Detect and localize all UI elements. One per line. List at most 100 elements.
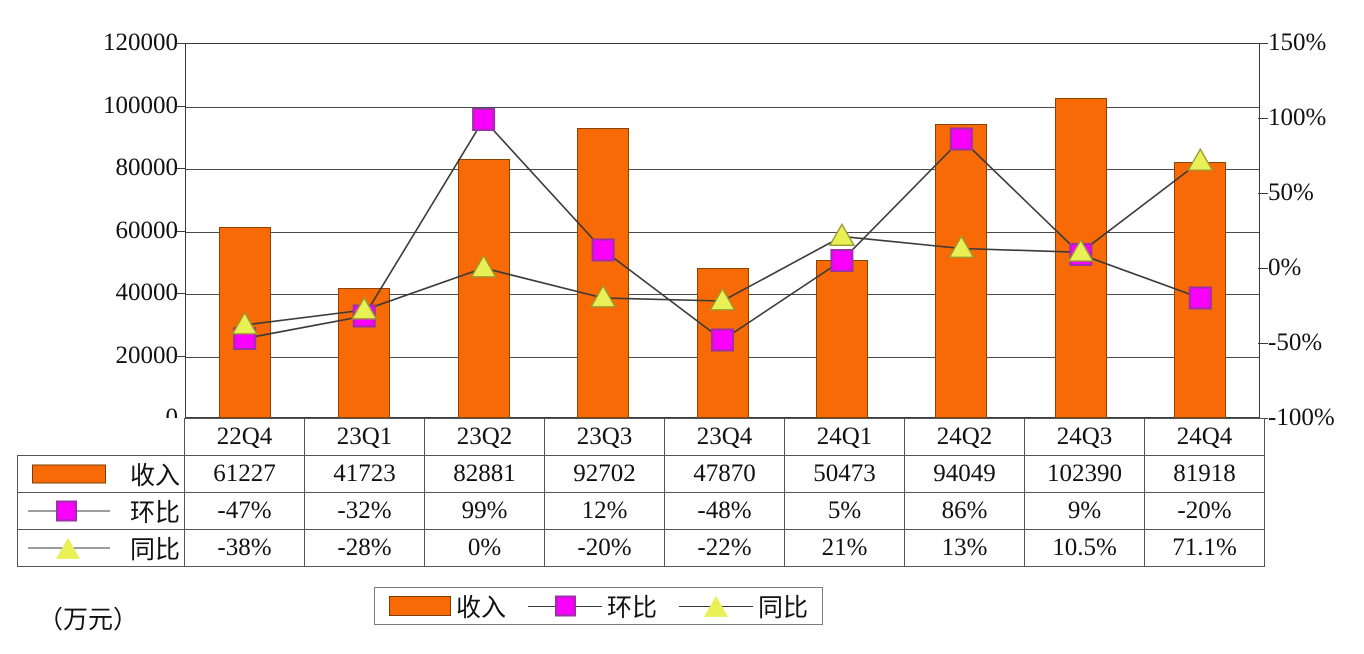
table-cell: -38% (184, 529, 305, 567)
y-axis-right-tick (1258, 343, 1268, 344)
chart-legend: 收入 环比 同比 (374, 587, 824, 625)
y-axis-left-tick-label: 60000 (115, 216, 179, 244)
line-triangle-marker-icon (679, 595, 754, 617)
table-header-cell: 24Q3 (1024, 418, 1145, 456)
legend-item-yoy: 同比 (679, 588, 808, 624)
chart-plot-area: 120000100000800006000040000200000 150%10… (0, 0, 1364, 440)
table-cell: -48% (664, 492, 785, 530)
y-axis-right-tick-label: 0% (1268, 254, 1302, 281)
table-row-label: 环比 (17, 492, 185, 530)
y-axis-right: 150% 100% 50% 0% -50% -100% (1268, 0, 1364, 440)
bar-revenue (815, 260, 868, 418)
lines-layer (231, 108, 1214, 352)
table-cell: 81918 (1144, 455, 1265, 493)
table-cell: 21% (784, 529, 905, 567)
gridline (186, 106, 1259, 108)
y-axis-left: 120000100000800006000040000200000 (0, 0, 178, 440)
table-cell: 5% (784, 492, 905, 530)
y-axis-left-tick (177, 43, 186, 44)
y-axis-right-tick-label: 150% (1268, 29, 1327, 56)
table-cell: -28% (304, 529, 425, 567)
square-marker-qoq (711, 328, 734, 352)
square-marker-qoq (949, 127, 973, 151)
triangle-marker-yoy (1187, 147, 1214, 171)
square-marker-qoq (591, 238, 615, 262)
y-axis-right-tick (1258, 43, 1268, 44)
table-row: 环比 -47% -32% 99% 12% -48% 5% 86% 9% -20% (17, 492, 1265, 530)
legend-label-revenue: 收入 (456, 595, 507, 622)
table-cell: 50473 (784, 455, 905, 493)
table-cell: -32% (304, 492, 425, 530)
table-cell: 0% (424, 529, 545, 567)
bar-swatch-icon (389, 596, 451, 616)
bar-revenue (935, 124, 988, 418)
table-cell: 9% (1024, 492, 1145, 530)
bar-swatch-icon (32, 464, 106, 484)
legend-item-revenue: 收入 (389, 588, 506, 624)
table-cell: -47% (184, 492, 305, 530)
y-axis-left-tick-label: 100000 (103, 91, 178, 119)
legend-item-qoq: 环比 (528, 588, 657, 624)
y-axis-left-tick (177, 168, 186, 169)
table-cell: -20% (544, 529, 665, 567)
unit-note: （万元） (38, 607, 139, 634)
gridline (186, 169, 1259, 170)
bar-revenue (457, 159, 510, 418)
y-axis-right-tick-label: 100% (1268, 104, 1327, 131)
table-cell: 41723 (304, 455, 425, 493)
square-marker-icon (56, 500, 77, 522)
table-cell: 99% (424, 492, 545, 530)
table-cell: -22% (664, 529, 785, 567)
table-cell: -20% (1144, 492, 1265, 530)
triangle-marker-yoy (589, 284, 617, 308)
legend-label-yoy: 同比 (758, 595, 809, 622)
table-header-row: 22Q4 23Q1 23Q2 23Q3 23Q4 24Q1 24Q2 24Q3 24Q4 (18, 418, 1265, 456)
table-row-label-text: 环比 (129, 500, 180, 527)
square-marker-qoq (1188, 286, 1212, 310)
table-cell: 12% (544, 492, 665, 530)
table-cell: 47870 (664, 455, 785, 493)
triangle-marker-yoy (350, 296, 378, 320)
triangle-marker-yoy (709, 287, 736, 311)
y-axis-left-tick (177, 293, 186, 294)
triangle-marker-yoy (828, 222, 856, 247)
data-table: 22Q4 23Q1 23Q2 23Q3 23Q4 24Q1 24Q2 24Q3 24Q4 收入 6… (17, 418, 1265, 567)
y-axis-left-tick-label: 80000 (115, 154, 179, 181)
square-marker-icon (555, 595, 577, 617)
table-row-label: 同比 (17, 529, 185, 567)
y-axis-left-tick-label: 40000 (115, 279, 179, 306)
y-axis-left-tick-label: 120000 (103, 29, 178, 56)
table-cell: 71.1% (1144, 529, 1265, 567)
square-marker-qoq (830, 249, 854, 272)
y-axis-right-tick (1258, 268, 1268, 269)
triangle-marker-yoy (470, 254, 497, 278)
table-cell: 10.5% (1024, 529, 1145, 567)
table-header-cell: 23Q3 (544, 418, 665, 456)
table-row-label-text: 同比 (129, 537, 180, 564)
table-row-label: 收入 (17, 455, 185, 493)
y-axis-left-tick (177, 105, 186, 107)
table-row: 收入 61227 41723 82881 92702 47870 50473 94049 102… (17, 455, 1265, 493)
table-cell: 102390 (1024, 455, 1145, 493)
triangle-marker-yoy (1067, 238, 1095, 262)
triangle-marker-yoy (948, 234, 975, 259)
table-header-cell: 23Q1 (304, 418, 425, 456)
table-header-cell: 24Q1 (784, 418, 905, 456)
square-marker-qoq (472, 108, 496, 131)
table-header-cell: 22Q4 (184, 418, 305, 456)
y-axis-right-tick (1258, 118, 1268, 119)
y-axis-left-tick (177, 230, 186, 232)
y-axis-right-tick-label: 50% (1268, 179, 1314, 206)
y-axis-right-tick-label: -100% (1268, 404, 1335, 431)
table-cell: 13% (904, 529, 1025, 567)
table-cell: 61227 (184, 455, 305, 493)
y-axis-right-tick-label: -50% (1268, 329, 1323, 356)
line-square-marker-icon (528, 595, 603, 617)
data-table-head: 22Q4 23Q1 23Q2 23Q3 23Q4 24Q1 24Q2 24Q3 24Q4 (18, 418, 1265, 456)
data-table-body: 收入 61227 41723 82881 92702 47870 50473 94049 102… (17, 455, 1265, 567)
table-row: 同比 -38% -28% 0% -20% -22% 21% 13% 10.5% 71.1% (17, 529, 1265, 567)
triangle-marker-yoy (231, 311, 258, 335)
table-cell: 92702 (544, 455, 665, 493)
triangle-marker-icon (56, 537, 80, 559)
